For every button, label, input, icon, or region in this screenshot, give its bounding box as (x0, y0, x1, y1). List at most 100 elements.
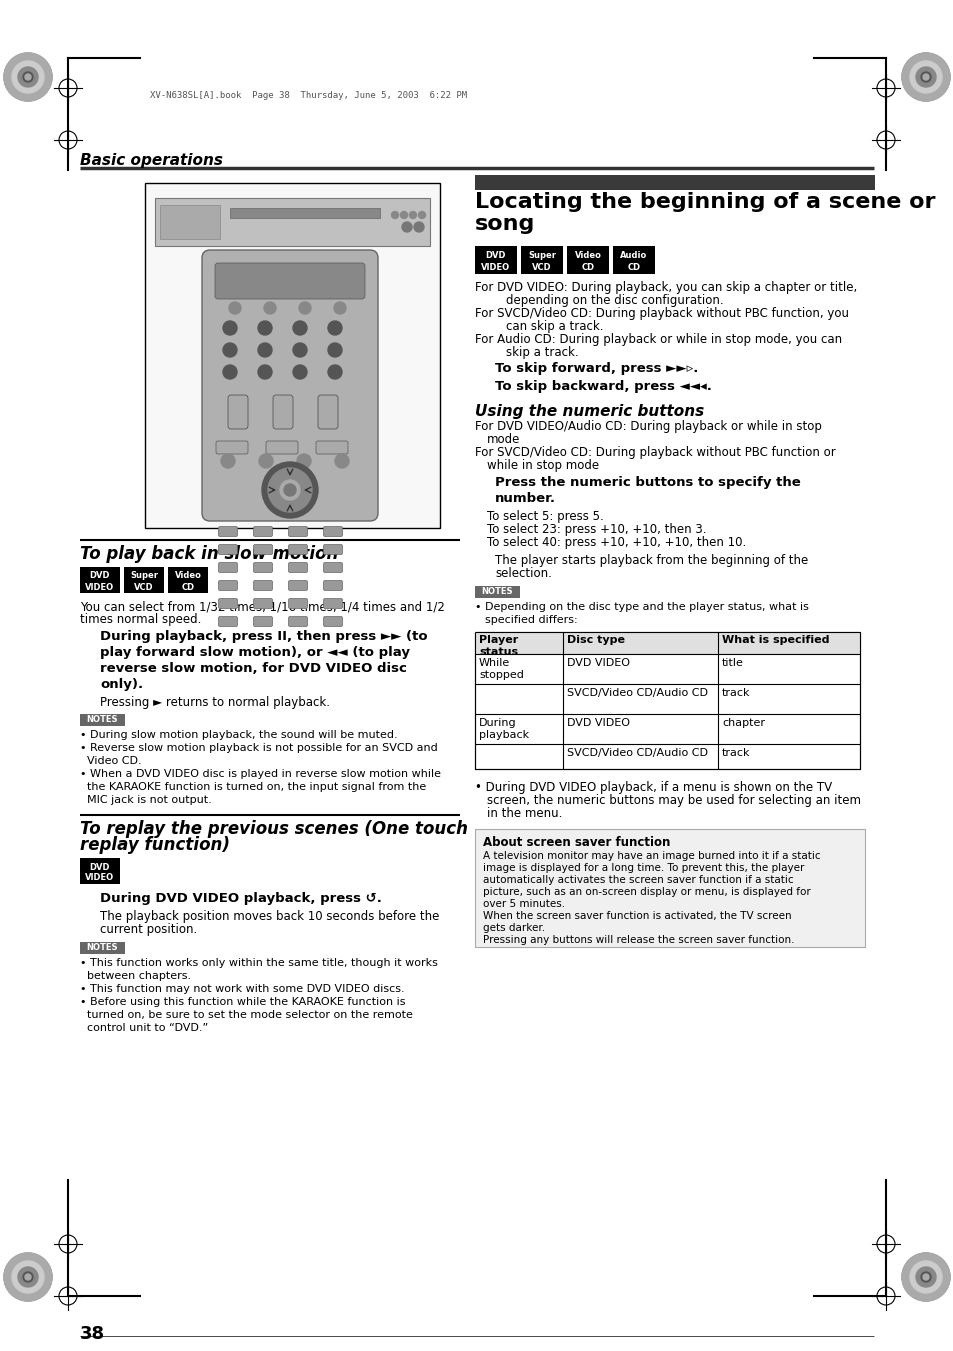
Circle shape (257, 322, 272, 335)
Text: Locating the beginning of a scene or: Locating the beginning of a scene or (475, 192, 935, 212)
FancyBboxPatch shape (253, 544, 273, 554)
Text: Audio: Audio (619, 251, 647, 261)
Text: times normal speed.: times normal speed. (80, 613, 201, 626)
Circle shape (229, 303, 241, 313)
Circle shape (401, 222, 412, 232)
Circle shape (414, 222, 423, 232)
Text: DVD VIDEO: DVD VIDEO (566, 658, 629, 667)
Circle shape (328, 365, 341, 380)
Text: • This function may not work with some DVD VIDEO discs.: • This function may not work with some D… (80, 984, 404, 994)
Text: skip a track.: skip a track. (491, 346, 578, 359)
Circle shape (223, 365, 236, 380)
FancyBboxPatch shape (218, 562, 237, 573)
Text: CD: CD (580, 262, 594, 272)
Text: Disc type: Disc type (566, 635, 624, 644)
Circle shape (335, 454, 349, 467)
FancyBboxPatch shape (323, 544, 342, 554)
Text: VIDEO: VIDEO (481, 262, 510, 272)
Circle shape (264, 303, 275, 313)
Circle shape (284, 484, 295, 496)
FancyBboxPatch shape (288, 527, 307, 536)
Text: DVD: DVD (485, 251, 506, 261)
FancyBboxPatch shape (253, 581, 273, 590)
Circle shape (909, 61, 941, 93)
Text: Video CD.: Video CD. (80, 757, 141, 766)
Text: Basic operations: Basic operations (80, 153, 223, 168)
FancyBboxPatch shape (273, 394, 293, 430)
Text: While
stopped: While stopped (478, 658, 523, 680)
Text: replay function): replay function) (80, 836, 230, 854)
Circle shape (409, 212, 416, 219)
Text: • During DVD VIDEO playback, if a menu is shown on the TV: • During DVD VIDEO playback, if a menu i… (475, 781, 831, 794)
Text: picture, such as an on-screen display or menu, is displayed for: picture, such as an on-screen display or… (482, 888, 810, 897)
Bar (80, 567, 120, 593)
Text: track: track (721, 688, 750, 698)
Text: • This function works only within the same title, though it works: • This function works only within the sa… (80, 958, 437, 969)
Circle shape (923, 1274, 928, 1279)
Text: To select 40: press +10, +10, +10, then 10.: To select 40: press +10, +10, +10, then … (486, 536, 745, 549)
Circle shape (920, 1273, 930, 1282)
Circle shape (223, 322, 236, 335)
Text: Pressing any buttons will release the screen saver function.: Pressing any buttons will release the sc… (482, 935, 794, 944)
Text: VIDEO: VIDEO (86, 874, 114, 882)
Circle shape (293, 322, 307, 335)
Text: A television monitor may have an image burned into it if a static: A television monitor may have an image b… (482, 851, 820, 861)
Text: For SVCD/Video CD: During playback without PBC function, you: For SVCD/Video CD: During playback witho… (475, 307, 848, 320)
FancyBboxPatch shape (315, 440, 348, 454)
Text: • Before using this function while the KARAOKE function is: • Before using this function while the K… (80, 997, 405, 1006)
Text: current position.: current position. (100, 923, 197, 936)
FancyBboxPatch shape (253, 562, 273, 573)
Circle shape (391, 212, 398, 219)
Text: can skip a track.: can skip a track. (491, 320, 603, 332)
Text: The playback position moves back 10 seconds before the: The playback position moves back 10 seco… (100, 911, 439, 923)
Text: Press the numeric buttons to specify the: Press the numeric buttons to specify the (495, 476, 800, 489)
Text: For DVD VIDEO/Audio CD: During playback or while in stop: For DVD VIDEO/Audio CD: During playback … (475, 420, 821, 434)
Text: screen, the numeric buttons may be used for selecting an item: screen, the numeric buttons may be used … (486, 794, 861, 807)
Text: CD: CD (627, 262, 639, 272)
Text: NOTES: NOTES (87, 943, 118, 952)
Circle shape (223, 343, 236, 357)
Text: turned on, be sure to set the mode selector on the remote: turned on, be sure to set the mode selec… (80, 1011, 413, 1020)
FancyBboxPatch shape (288, 544, 307, 554)
Text: To select 23: press +10, +10, then 3.: To select 23: press +10, +10, then 3. (486, 523, 706, 536)
Text: image is displayed for a long time. To prevent this, the player: image is displayed for a long time. To p… (482, 863, 803, 873)
Text: while in stop mode: while in stop mode (486, 459, 598, 471)
Circle shape (298, 303, 311, 313)
Circle shape (334, 303, 346, 313)
Circle shape (418, 212, 425, 219)
Circle shape (12, 61, 44, 93)
FancyBboxPatch shape (323, 616, 342, 627)
Circle shape (18, 1267, 38, 1288)
Circle shape (920, 72, 930, 82)
Text: XV-N638SL[A].book  Page 38  Thursday, June 5, 2003  6:22 PM: XV-N638SL[A].book Page 38 Thursday, June… (150, 91, 467, 100)
Text: About screen saver function: About screen saver function (482, 836, 670, 848)
Text: mode: mode (486, 434, 519, 446)
FancyBboxPatch shape (323, 581, 342, 590)
Text: in the menu.: in the menu. (486, 807, 561, 820)
Text: specified differs:: specified differs: (484, 615, 577, 626)
Text: Pressing ► returns to normal playback.: Pressing ► returns to normal playback. (100, 696, 330, 709)
Circle shape (328, 322, 341, 335)
Text: song: song (475, 213, 535, 234)
Bar (168, 567, 208, 593)
Text: Video: Video (174, 571, 201, 581)
Circle shape (221, 454, 234, 467)
FancyBboxPatch shape (288, 562, 307, 573)
Bar (566, 246, 608, 274)
Text: over 5 minutes.: over 5 minutes. (482, 898, 564, 909)
Bar (475, 586, 519, 598)
Text: CD: CD (181, 582, 194, 592)
Circle shape (12, 1260, 44, 1293)
Text: To select 5: press 5.: To select 5: press 5. (486, 509, 603, 523)
FancyBboxPatch shape (288, 598, 307, 608)
Text: chapter: chapter (721, 717, 764, 728)
FancyBboxPatch shape (288, 581, 307, 590)
FancyBboxPatch shape (317, 394, 337, 430)
Text: Super: Super (130, 571, 158, 581)
Circle shape (25, 74, 30, 80)
Bar (80, 858, 120, 884)
Text: NOTES: NOTES (87, 716, 118, 724)
Text: VCD: VCD (134, 582, 153, 592)
Text: Video: Video (574, 251, 600, 261)
Bar (80, 942, 125, 954)
